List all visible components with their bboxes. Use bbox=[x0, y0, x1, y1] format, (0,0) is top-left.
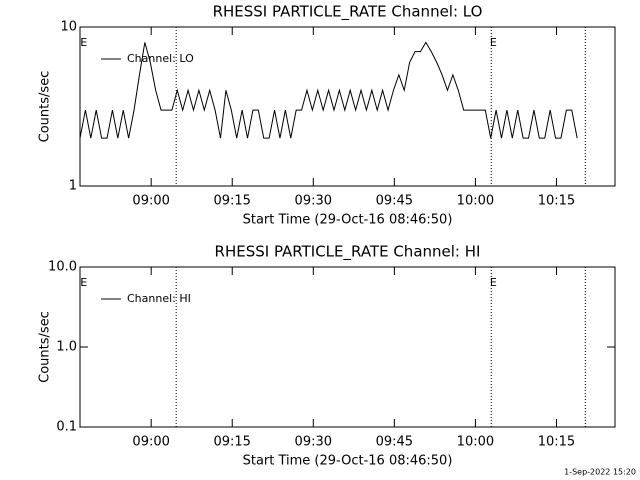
plot-frame bbox=[79, 26, 616, 187]
legend-label: Channel: HI bbox=[127, 292, 191, 305]
x-tick-label: 09:30 bbox=[295, 194, 332, 209]
x-tick-label: 09:15 bbox=[213, 194, 250, 209]
x-tick-label: 09:45 bbox=[376, 435, 413, 450]
data-line bbox=[79, 41, 578, 139]
y-axis-label: Counts/sec bbox=[38, 71, 53, 143]
legend-label: Channel: LO bbox=[127, 52, 194, 65]
x-tick-label: 09:45 bbox=[376, 194, 413, 209]
footer: 1-Sep-2022 15:20 bbox=[564, 468, 636, 477]
annotation: E bbox=[490, 36, 497, 49]
y-tick-label: 1.0 bbox=[56, 340, 77, 355]
x-tick-label: 09:00 bbox=[132, 194, 169, 209]
x-tick-label: 10:15 bbox=[538, 194, 575, 209]
annotation: E bbox=[80, 276, 87, 289]
annotation: E bbox=[490, 276, 497, 289]
chart-title: RHESSI PARTICLE_RATE Channel: LO bbox=[213, 3, 483, 22]
y-tick-label: 1 bbox=[69, 179, 77, 194]
y-tick-label: 0.1 bbox=[56, 420, 77, 435]
y-tick-label: 10.0 bbox=[48, 260, 77, 275]
x-axis-label: Start Time (29-Oct-16 08:46:50) bbox=[243, 454, 453, 469]
x-tick-label: 09:15 bbox=[213, 435, 250, 450]
x-tick-label: 10:00 bbox=[457, 435, 494, 450]
x-tick-label: 09:00 bbox=[132, 435, 169, 450]
x-tick-label: 09:30 bbox=[295, 435, 332, 450]
x-tick-label: 10:00 bbox=[457, 194, 494, 209]
x-axis-label: Start Time (29-Oct-16 08:46:50) bbox=[243, 213, 453, 228]
chart-title: RHESSI PARTICLE_RATE Channel: HI bbox=[215, 243, 481, 262]
x-tick-label: 10:15 bbox=[538, 435, 575, 450]
plot-frame bbox=[79, 266, 616, 428]
y-tick-label: 10 bbox=[60, 20, 77, 35]
annotation: E bbox=[80, 36, 87, 49]
y-axis-label: Counts/sec bbox=[38, 311, 53, 383]
